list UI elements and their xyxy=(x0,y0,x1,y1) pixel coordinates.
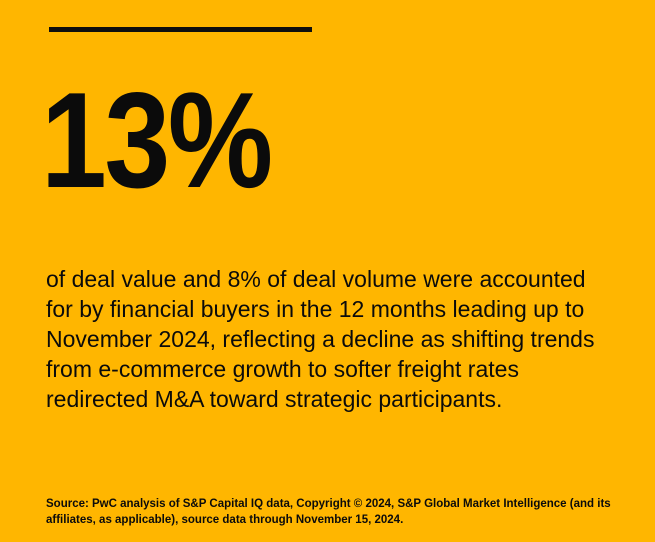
body-line: of deal value and 8% of deal volume were… xyxy=(46,266,586,292)
accent-rule xyxy=(49,27,312,32)
source-note: Source: PwC analysis of S&P Capital IQ d… xyxy=(46,496,646,528)
source-line: Source: PwC analysis of S&P Capital IQ d… xyxy=(46,498,611,510)
body-line: for by financial buyers in the 12 months… xyxy=(46,296,585,322)
body-line: from e-commerce growth to softer freight… xyxy=(46,356,519,382)
source-line: affiliates, as applicable), source data … xyxy=(46,514,404,526)
headline-stat: 13% xyxy=(41,64,273,216)
body-paragraph: of deal value and 8% of deal volume were… xyxy=(46,264,646,414)
body-line: redirected M&A toward strategic particip… xyxy=(46,386,503,412)
body-line: November 2024, reflecting a decline as s… xyxy=(46,326,595,352)
